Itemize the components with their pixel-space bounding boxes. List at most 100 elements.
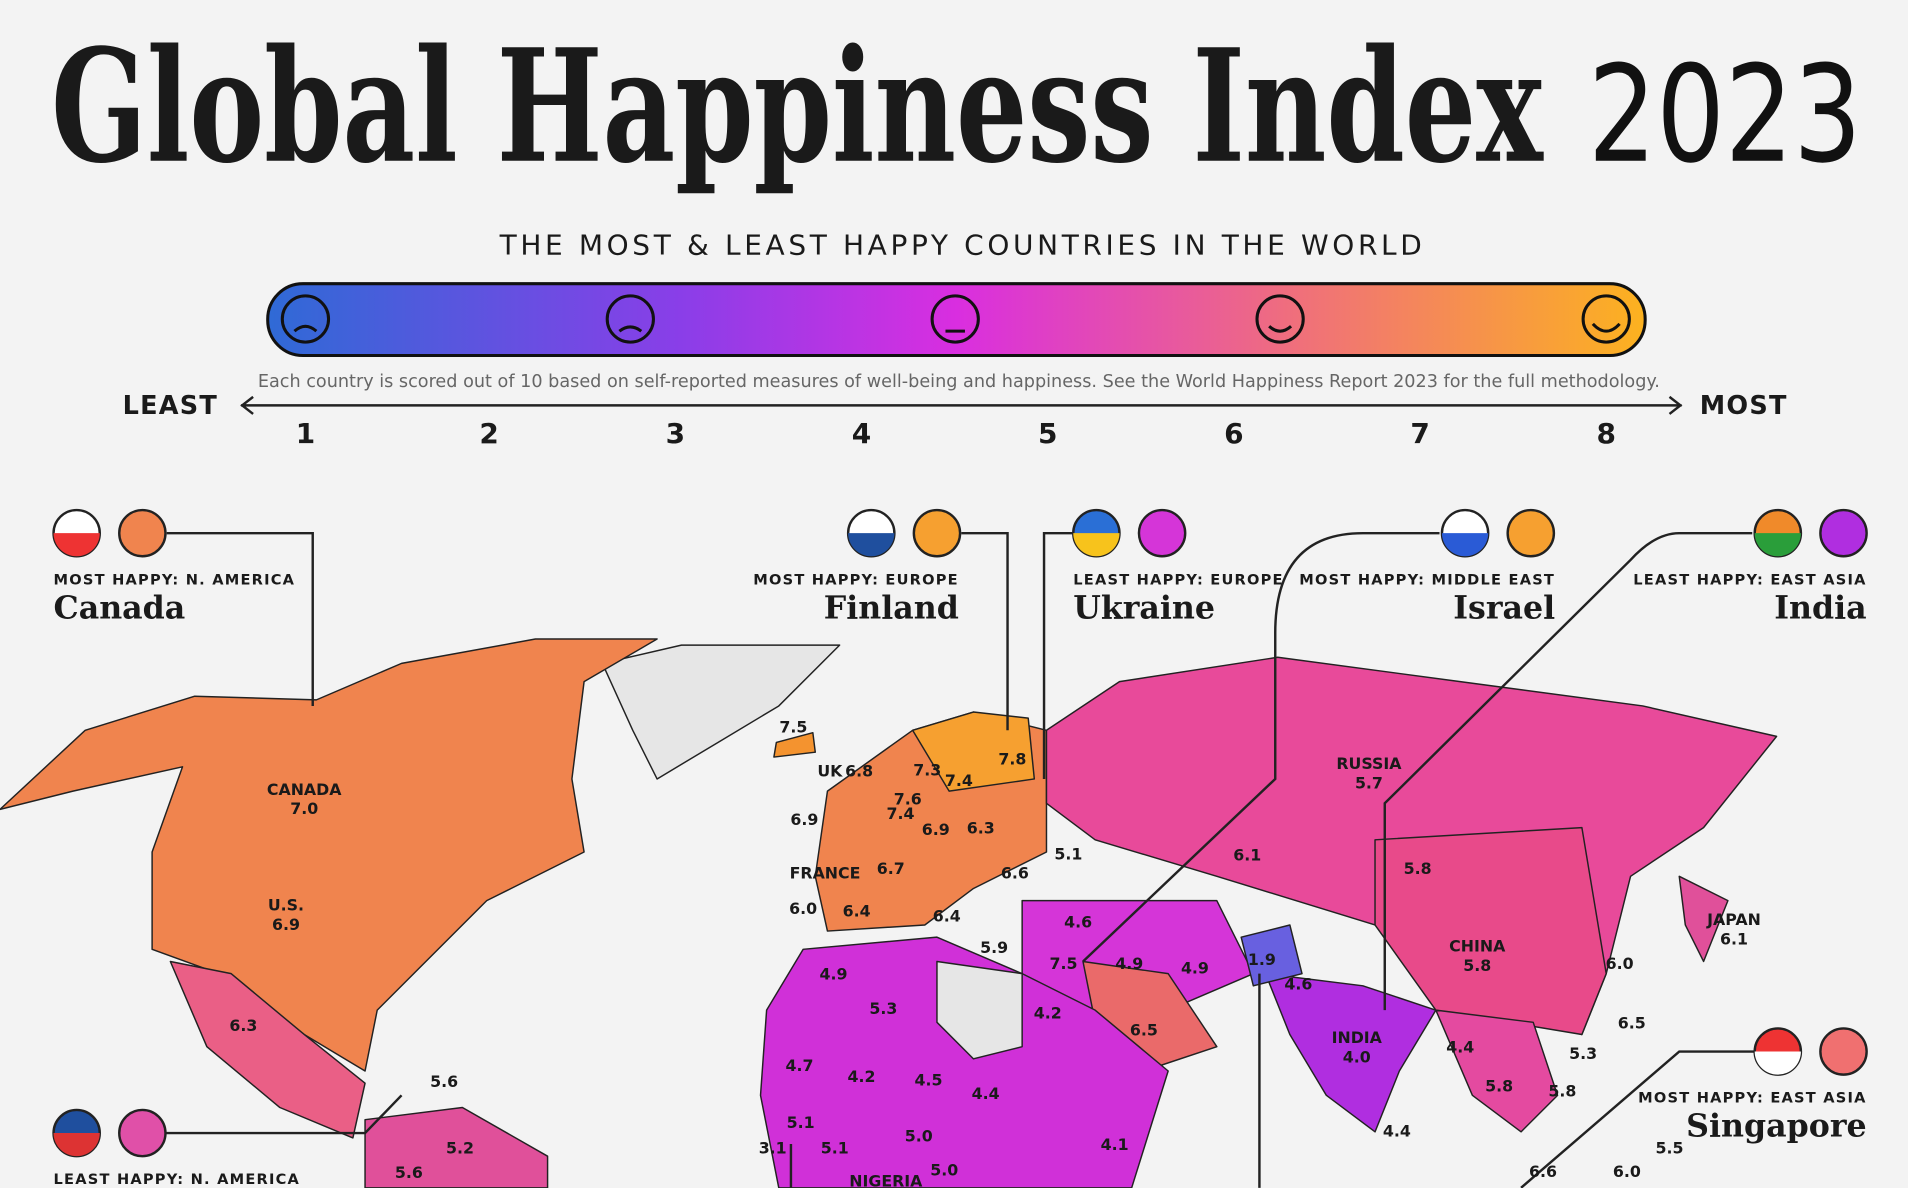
callout-caption: LEAST HAPPY: EUROPE xyxy=(1073,571,1283,588)
country-name: INDIA xyxy=(1332,1028,1383,1047)
country-value: 4.9 xyxy=(1115,954,1143,973)
country-value: 5.0 xyxy=(905,1127,933,1146)
country-value: 4.6 xyxy=(1284,974,1312,993)
flag-part xyxy=(1754,533,1801,557)
country-value: 5.1 xyxy=(1054,844,1082,863)
country-value: 4.9 xyxy=(820,965,848,984)
scale-note: Each country is scored out of 10 based o… xyxy=(258,372,1660,392)
country-value: 6.0 xyxy=(789,899,817,918)
country-value: 4.6 xyxy=(1064,912,1092,931)
country-value: 6.9 xyxy=(790,810,818,829)
face-icon xyxy=(1137,508,1187,558)
scale-tick: 4 xyxy=(852,417,871,450)
country-value: 7.5 xyxy=(1050,954,1078,973)
country-value: 6.9 xyxy=(922,820,950,839)
country-value: 6.0 xyxy=(1613,1162,1641,1181)
callout-caption: MOST HAPPY: N. AMERICA xyxy=(54,571,296,588)
country-value: 7.4 xyxy=(945,771,973,790)
title: Global Happiness Index xyxy=(51,15,1544,198)
year: 2023 xyxy=(1588,37,1862,193)
country-value: 6.9 xyxy=(272,915,300,934)
country-value: 6.1 xyxy=(1233,845,1261,864)
flag-part xyxy=(53,1133,100,1157)
face-icon xyxy=(118,508,167,558)
country-value: 7.5 xyxy=(779,718,807,737)
country-value: 4.1 xyxy=(1101,1135,1129,1154)
face-icon xyxy=(912,508,962,558)
callout-country: Israel xyxy=(1453,589,1555,626)
scale-tick: 3 xyxy=(666,417,685,450)
callout-country: Ukraine xyxy=(1073,589,1215,626)
flag-part xyxy=(53,533,100,557)
scale-tick: 7 xyxy=(1410,417,1429,450)
faces xyxy=(280,294,1631,344)
country-name: NIGERIA xyxy=(849,1172,923,1188)
scale-tick: 8 xyxy=(1596,417,1615,450)
country-value: 4.7 xyxy=(785,1056,813,1075)
country-value: 5.8 xyxy=(1463,956,1491,975)
country-value: 6.4 xyxy=(843,901,871,920)
country-value: 4.2 xyxy=(848,1067,876,1086)
country-value: 5.1 xyxy=(821,1139,849,1158)
callout-caption: MOST HAPPY: MIDDLE EAST xyxy=(1299,571,1555,588)
country-value: 6.3 xyxy=(229,1016,257,1035)
leader-lines xyxy=(143,531,1777,1188)
subtitle: THE MOST & LEAST HAPPY COUNTRIES IN THE … xyxy=(499,229,1426,262)
country-value: 6.1 xyxy=(1720,929,1748,948)
face-icon xyxy=(1819,1027,1868,1076)
flag-part xyxy=(848,533,895,557)
callout-country: Canada xyxy=(54,589,186,626)
country-value: 6.5 xyxy=(1130,1021,1158,1040)
country-value: 4.9 xyxy=(1181,959,1209,978)
flag-part xyxy=(1754,1051,1801,1075)
least-label: LEAST xyxy=(123,391,218,421)
country-value: 5.9 xyxy=(980,938,1008,957)
country-value: 7.0 xyxy=(290,799,318,818)
country-value: 6.5 xyxy=(1618,1013,1646,1032)
country-value: 6.6 xyxy=(1529,1162,1557,1181)
country-value: 5.8 xyxy=(1485,1077,1513,1096)
callout-country: India xyxy=(1774,589,1866,626)
country-value: 7.3 xyxy=(913,760,941,779)
country-value: 5.5 xyxy=(1656,1139,1684,1158)
map xyxy=(0,638,1778,1188)
country-value: 7.6 xyxy=(894,790,922,809)
country-value: 5.6 xyxy=(395,1163,423,1182)
flag-part xyxy=(1073,533,1120,557)
scale-tick: 6 xyxy=(1224,417,1243,450)
country-value: 4.5 xyxy=(914,1071,942,1090)
country-name: RUSSIA xyxy=(1336,754,1402,773)
country-value: 6.0 xyxy=(1606,954,1634,973)
country-value: 5.6 xyxy=(430,1072,458,1091)
country-value: 4.2 xyxy=(1034,1004,1062,1023)
country-value: 6.8 xyxy=(845,762,873,781)
country-value: 6.6 xyxy=(1001,864,1029,883)
country-value: 5.3 xyxy=(1569,1044,1597,1063)
country-name: U.S. xyxy=(268,895,304,914)
country-name: FRANCE xyxy=(790,864,861,883)
country-value: 5.8 xyxy=(1404,859,1432,878)
flag-part xyxy=(1441,533,1489,557)
country-value: 4.4 xyxy=(1383,1122,1411,1141)
country-value: 4.4 xyxy=(972,1084,1000,1103)
scale-arrow xyxy=(240,395,1683,415)
most-label: MOST xyxy=(1700,391,1788,421)
callout-caption: LEAST HAPPY: N. AMERICA xyxy=(54,1171,301,1188)
country-value: 7.4 xyxy=(886,804,914,823)
callout-country: Singapore xyxy=(1686,1108,1866,1145)
scale-bar xyxy=(266,282,1647,358)
face-icon xyxy=(118,1108,167,1158)
country-value: 5.7 xyxy=(1355,774,1383,793)
country-name: CANADA xyxy=(267,780,342,799)
country-value: 1.9 xyxy=(1248,950,1276,969)
country-value: 5.3 xyxy=(869,999,897,1018)
country-value: 6.4 xyxy=(933,906,961,925)
scale-tick: 1 xyxy=(296,417,315,450)
callout-country: Finland xyxy=(824,589,959,626)
country-value: 7.8 xyxy=(998,749,1026,768)
callout-caption: LEAST HAPPY: EAST ASIA xyxy=(1633,571,1866,588)
scale-tick: 5 xyxy=(1038,417,1057,450)
country-value: 4.4 xyxy=(1446,1038,1474,1057)
country-value: 5.1 xyxy=(787,1113,815,1132)
